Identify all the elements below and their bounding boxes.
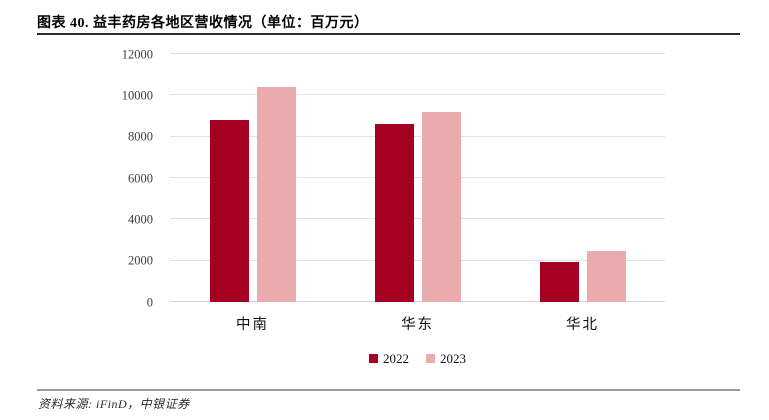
title-divider bbox=[37, 33, 740, 35]
y-tick-label: 6000 bbox=[128, 170, 153, 185]
figure-title: 图表 40. 益丰药房各地区营收情况（单位：百万元） bbox=[37, 16, 369, 31]
bar-2023 bbox=[586, 251, 626, 302]
y-tick-label: 0 bbox=[146, 294, 153, 309]
chart-plot-area bbox=[170, 53, 665, 302]
legend-label: 2022 bbox=[383, 351, 409, 366]
legend-item: 2022 bbox=[369, 352, 409, 365]
x-axis-labels: 中南 华东 华北 bbox=[170, 313, 665, 334]
bar-group bbox=[500, 54, 665, 302]
bar-2023 bbox=[256, 87, 296, 302]
bar-group bbox=[170, 54, 335, 302]
bar-groups bbox=[170, 54, 665, 302]
y-axis: 0 2000 4000 6000 8000 10000 12000 bbox=[80, 48, 153, 308]
gridline bbox=[170, 301, 665, 302]
legend: 2022 2023 bbox=[170, 352, 665, 365]
y-tick-label: 2000 bbox=[128, 253, 153, 268]
gridline bbox=[170, 259, 665, 261]
gridline bbox=[170, 94, 665, 96]
y-tick-label: 12000 bbox=[121, 46, 153, 61]
bar-2022 bbox=[374, 124, 414, 302]
legend-swatch-icon bbox=[369, 354, 378, 363]
gridline bbox=[170, 53, 665, 54]
gridline bbox=[170, 177, 665, 178]
y-tick-label: 8000 bbox=[128, 129, 153, 144]
footer-divider bbox=[37, 389, 740, 391]
bar-2022 bbox=[209, 120, 249, 302]
source-note: 资料来源: iFinD，中银证券 bbox=[38, 397, 190, 411]
y-tick-label: 10000 bbox=[121, 88, 153, 103]
x-category-label: 中南 bbox=[236, 317, 269, 333]
legend-swatch-icon bbox=[426, 354, 435, 363]
x-category-label: 华东 bbox=[401, 317, 434, 333]
x-category-label: 华北 bbox=[566, 317, 599, 333]
bar-2023 bbox=[421, 111, 461, 302]
gridline bbox=[170, 218, 665, 220]
bar-group bbox=[335, 54, 500, 302]
legend-label: 2023 bbox=[440, 351, 466, 366]
y-tick-label: 4000 bbox=[128, 212, 153, 227]
gridline bbox=[170, 135, 665, 137]
legend-item: 2023 bbox=[426, 352, 466, 365]
bar-2022 bbox=[539, 261, 579, 302]
